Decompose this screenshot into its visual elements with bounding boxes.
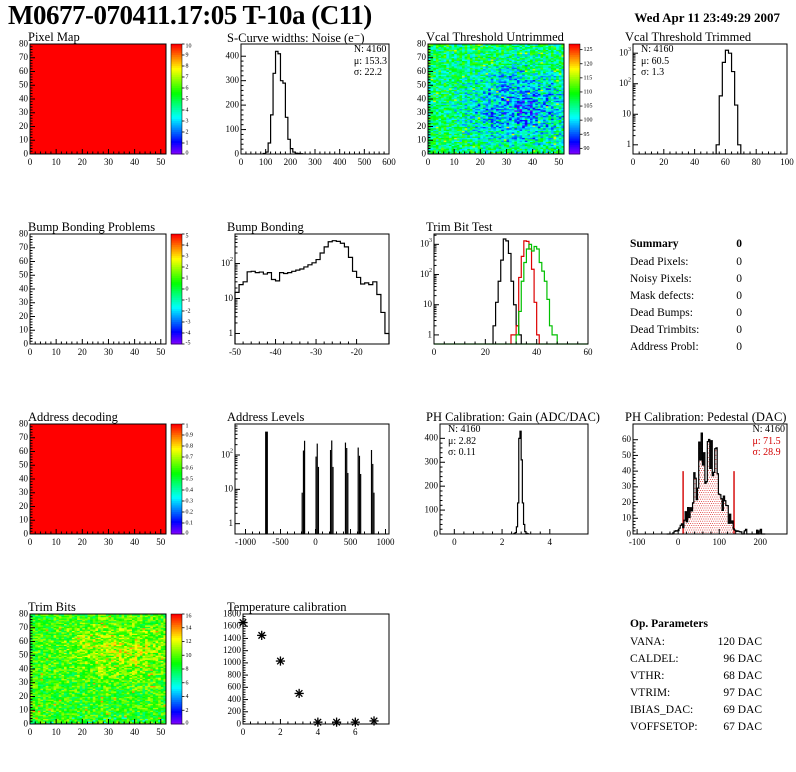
stats-line: μ: 60.5 [641,55,670,67]
temperature-calibration-plot [199,606,398,764]
summary-label: Address Probl: [630,341,699,353]
stats-line: μ: 153.3 [353,55,387,67]
stats-line: μ: 2.82 [448,435,477,447]
op-label: VANA: [630,636,665,648]
stats-line: σ: 28.9 [752,447,781,458]
summary-value: 0 [736,341,742,353]
stats-line: N: 4160 [641,44,674,55]
ph-gain-plot [398,416,597,574]
op-parameter-row: VANA: 120 DAC [630,634,762,651]
summary-value: 0 [736,290,742,302]
op-value: 68 DAC [723,670,762,682]
panel-empty [398,600,597,772]
panel-ph-gain: PH Calibration: Gain (ADC/DAC) N: 4160μ:… [398,410,600,598]
panel-bump-bonding-problems: Bump Bonding Problems [0,220,199,408]
stats-line: N: 4160 [752,424,786,435]
panel-vcal-untrimmed: Vcal Threshold Untrimmed [398,30,597,218]
summary-value: 0 [736,256,742,268]
stats-line: μ: 71.5 [752,435,781,447]
op-value: 69 DAC [723,704,762,716]
panel-summary: Summary 0 Dead Pixels: 0 Noisy Pixels: 0 M… [597,220,796,408]
stats-line: N: 4160 [448,424,481,435]
summary-row: Dead Trimbits: 0 [630,322,742,339]
timestamp: Wed Apr 11 23:49:29 2007 [634,10,780,25]
panel-address-decoding: Address decoding [0,410,199,598]
op-parameter-row: CALDEL: 96 DAC [630,651,762,668]
bump-bonding-plot [199,226,398,384]
pixel-map-plot [0,36,199,194]
panel-trim-bit-test: Trim Bit Test [398,220,597,408]
summary-row: Dead Bumps: 0 [630,305,742,322]
stats-line: σ: 22.2 [353,67,383,78]
summary-row: Address Probl: 0 [630,339,742,356]
summary-label: Mask defects: [630,290,695,302]
panel-bump-bonding: Bump Bonding [199,220,398,408]
summary-row: Noisy Pixels: 0 [630,271,742,288]
stats-box: N: 4160 μ: 153.3 σ: 22.2 [354,44,387,79]
op-parameter-row: VTRIM: 97 DAC [630,685,762,702]
op-parameters-block: Op. Parameters VANA: 120 DAC CALDEL: 96 DA… [630,616,762,736]
vcal-untrimmed-plot [398,36,597,194]
summary-row: Dead Pixels: 0 [630,254,742,271]
op-value: 120 DAC [717,636,762,648]
stats-line: σ: 0.11 [448,447,476,458]
stats-box: N: 4160 μ: 2.82 σ: 0.11 [448,424,481,459]
ph-pedestal-plot [597,416,796,574]
trim-bit-test-plot [398,226,597,384]
address-decoding-plot [0,416,199,574]
panel-ph-pedestal: PH Calibration: Pedestal (DAC) N: 4160μ:… [597,410,796,598]
op-label: IBIAS_DAC: [630,704,694,716]
op-value: 96 DAC [723,653,762,665]
stats-line: N: 4160 [353,44,387,55]
op-parameters-title: Op. Parameters [630,618,708,630]
summary-label: Dead Pixels: [630,256,689,268]
summary-title: Summary [630,238,679,250]
bump-bonding-problems-plot [0,226,199,384]
summary-row: Mask defects: 0 [630,288,742,305]
panel-trim-bits: Trim Bits [0,600,199,772]
summary-value: 0 [736,273,742,285]
op-parameter-row: VOFFSETOP: 67 DAC [630,719,762,736]
op-value: 67 DAC [723,721,762,733]
page-title: M0677-070411.17:05 T-10a (C11) [8,0,372,30]
summary-label: Dead Bumps: [630,307,693,319]
summary-label: Dead Trimbits: [630,324,700,336]
op-parameter-row: IBIAS_DAC: 69 DAC [630,702,762,719]
op-label: VTHR: [630,670,665,682]
op-value: 97 DAC [723,687,762,699]
panel-address-levels: Address Levels [199,410,398,598]
scurve-noise-plot [199,36,398,194]
summary-total: 0 [736,238,742,250]
address-levels-plot [199,416,398,574]
vcal-trimmed-plot [597,36,796,194]
trim-bits-plot [0,606,199,764]
stats-line: σ: 1.3 [641,67,665,78]
panel-pixel-map: Pixel Map [0,30,199,218]
summary-label: Noisy Pixels: [630,273,692,285]
summary-value: 0 [736,307,742,319]
panel-op-parameters: Op. Parameters VANA: 120 DAC CALDEL: 96 DA… [597,600,796,772]
summary-value: 0 [736,324,742,336]
op-label: CALDEL: [630,653,679,665]
op-label: VOFFSETOP: [630,721,698,733]
panel-temperature-calibration: Temperature calibration [199,600,398,772]
stats-box: N: 4160 μ: 60.5 σ: 1.3 [641,44,674,79]
summary-block: Summary 0 Dead Pixels: 0 Noisy Pixels: 0 M… [630,236,742,356]
stats-box: N: 4160 μ: 71.5 σ: 28.9 [753,424,786,459]
op-label: VTRIM: [630,687,671,699]
op-parameter-row: VTHR: 68 DAC [630,668,762,685]
